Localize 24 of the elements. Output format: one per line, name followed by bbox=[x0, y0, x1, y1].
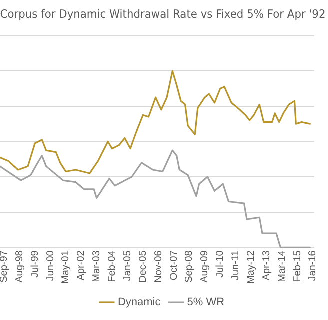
x-tick-label: Jan-16 bbox=[308, 250, 319, 282]
x-tick-label: Jul-10 bbox=[215, 250, 226, 278]
x-tick-label: Jan-05 bbox=[122, 250, 134, 282]
x-tick-label: Mar-03 bbox=[92, 250, 103, 282]
x-tick-label: Dec-05 bbox=[138, 250, 149, 283]
x-tick-label: Aug-98 bbox=[14, 250, 26, 283]
x-tick-label: Apr-02 bbox=[76, 250, 88, 281]
x-tick-label: Sep-97 bbox=[0, 250, 10, 283]
x-tick-label: Nov-06 bbox=[153, 250, 164, 283]
legend-label: Dynamic bbox=[118, 296, 162, 309]
x-tick-label: Feb-15 bbox=[292, 250, 304, 282]
x-tick-label: Oct-07 bbox=[168, 250, 180, 281]
x-tick-label: Sep-08 bbox=[184, 250, 196, 283]
x-tick-label: Jul-99 bbox=[30, 250, 41, 278]
chart-title: Corpus for Dynamic Withdrawal Rate vs Fixed 5% For Apr '92 bbox=[0, 8, 326, 21]
x-tick-label: Jun-11 bbox=[230, 250, 242, 280]
x-tick-label: Aug-09 bbox=[200, 250, 211, 283]
x-tick-label: Apr-13 bbox=[261, 250, 272, 281]
x-tick-label: Feb-04 bbox=[107, 250, 118, 282]
x-tick-label: Mar-14 bbox=[276, 250, 288, 282]
x-tick-label: May-12 bbox=[246, 250, 257, 284]
x-tick-label: Jun-00 bbox=[45, 250, 56, 282]
x-tick-label: May-01 bbox=[60, 250, 72, 284]
legend-label: 5% WR bbox=[187, 296, 225, 309]
